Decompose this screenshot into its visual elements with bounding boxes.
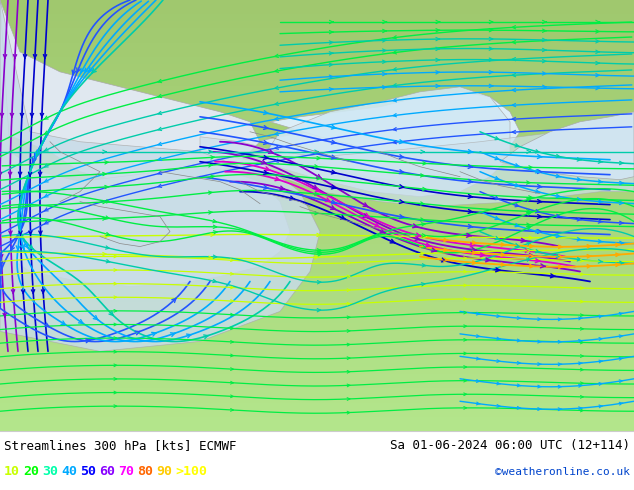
Polygon shape xyxy=(260,87,510,196)
Text: 70: 70 xyxy=(118,465,134,478)
Polygon shape xyxy=(260,112,490,182)
Polygon shape xyxy=(0,0,320,351)
Text: 10: 10 xyxy=(4,465,20,478)
Text: Sa 01-06-2024 06:00 UTC (12+114): Sa 01-06-2024 06:00 UTC (12+114) xyxy=(390,440,630,452)
Text: 30: 30 xyxy=(42,465,58,478)
Text: 40: 40 xyxy=(61,465,77,478)
Text: Streamlines 300 hPa [kts] ECMWF: Streamlines 300 hPa [kts] ECMWF xyxy=(4,440,236,452)
Polygon shape xyxy=(200,122,634,207)
Polygon shape xyxy=(0,0,260,187)
Text: >100: >100 xyxy=(175,465,207,478)
Text: 50: 50 xyxy=(80,465,96,478)
Text: ©weatheronline.co.uk: ©weatheronline.co.uk xyxy=(495,467,630,477)
Text: 90: 90 xyxy=(156,465,172,478)
Text: 80: 80 xyxy=(137,465,153,478)
Polygon shape xyxy=(500,112,634,180)
Polygon shape xyxy=(0,0,290,287)
Text: 20: 20 xyxy=(23,465,39,478)
Text: 60: 60 xyxy=(99,465,115,478)
Polygon shape xyxy=(270,92,520,162)
